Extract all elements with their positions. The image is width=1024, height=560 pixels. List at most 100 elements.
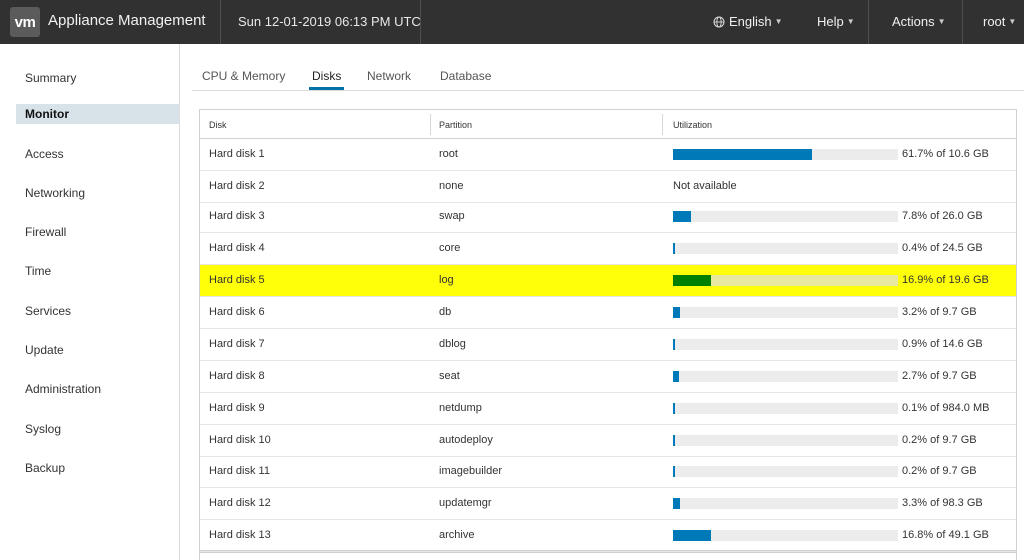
sidebar-item-time[interactable]: Time bbox=[25, 264, 52, 278]
disk-name: Hard disk 5 bbox=[209, 274, 265, 286]
actions-label: Actions bbox=[892, 14, 935, 29]
utilization-text: 0.2% of 9.7 GB bbox=[902, 465, 977, 477]
utilization-text: 0.9% of 14.6 GB bbox=[902, 338, 983, 350]
table-row[interactable]: Hard disk 3 swap 7.8% of 26.0 GB bbox=[200, 201, 1016, 233]
header-divider bbox=[420, 0, 421, 44]
disks-table: Disk Partition Utilization Hard disk 1 ro… bbox=[199, 109, 1017, 560]
sidebar-item-backup[interactable]: Backup bbox=[25, 461, 66, 475]
utilization-bar-fill bbox=[673, 275, 711, 286]
app-header: vm Appliance Management Sun 12-01-2019 0… bbox=[0, 0, 1024, 44]
table-row[interactable]: Hard disk 13 archive 16.8% of 49.1 GB bbox=[200, 520, 1016, 552]
help-label: Help bbox=[817, 14, 844, 29]
sidebar-item-services[interactable]: Services bbox=[25, 304, 72, 318]
chevron-down-icon: ▼ bbox=[937, 17, 946, 26]
table-row[interactable]: Hard disk 1 root 61.7% of 10.6 GB bbox=[200, 139, 1016, 171]
partition-name: core bbox=[439, 242, 461, 254]
chevron-down-icon: ▼ bbox=[774, 17, 783, 26]
sidebar-item-syslog[interactable]: Syslog bbox=[25, 422, 62, 436]
partition-name: dblog bbox=[439, 338, 466, 350]
tab-network[interactable]: Network bbox=[367, 69, 412, 83]
utilization-bar bbox=[673, 466, 898, 477]
disk-name: Hard disk 13 bbox=[209, 529, 271, 541]
sidebar-item-summary[interactable]: Summary bbox=[25, 71, 77, 85]
header-datetime: Sun 12-01-2019 06:13 PM UTC bbox=[238, 14, 421, 29]
utilization-text: 16.9% of 19.6 GB bbox=[902, 274, 989, 286]
utilization-bar bbox=[673, 435, 898, 446]
tab-database[interactable]: Database bbox=[440, 69, 492, 83]
utilization-bar-fill bbox=[673, 403, 675, 414]
utilization-bar-fill bbox=[673, 435, 675, 446]
utilization-text: 61.7% of 10.6 GB bbox=[902, 148, 989, 160]
column-header-utilization[interactable]: Utilization bbox=[673, 120, 713, 130]
tab-disks[interactable]: Disks bbox=[309, 69, 345, 90]
disk-name: Hard disk 3 bbox=[209, 210, 265, 222]
utilization-text: 3.2% of 9.7 GB bbox=[902, 306, 977, 318]
table-header: Disk Partition Utilization bbox=[200, 110, 1016, 139]
vm-logo: vm bbox=[10, 7, 40, 37]
table-row[interactable]: Hard disk 8 seat 2.7% of 9.7 GB bbox=[200, 361, 1016, 393]
partition-name: imagebuilder bbox=[439, 465, 502, 477]
table-row[interactable]: Hard disk 10 autodeploy 0.2% of 9.7 GB bbox=[200, 425, 1016, 457]
help-menu[interactable]: Help ▼ bbox=[817, 14, 855, 29]
utilization-bar bbox=[673, 211, 898, 222]
table-row[interactable]: Hard disk 2 none Not available bbox=[200, 171, 1016, 203]
partition-name: netdump bbox=[439, 402, 482, 414]
utilization-text: 16.8% of 49.1 GB bbox=[902, 529, 989, 541]
disk-name: Hard disk 10 bbox=[209, 434, 271, 446]
column-header-disk[interactable]: Disk bbox=[209, 120, 227, 130]
table-row[interactable]: Hard disk 11 imagebuilder 0.2% of 9.7 GB bbox=[200, 456, 1016, 488]
utilization-text: 3.3% of 98.3 GB bbox=[902, 497, 983, 509]
utilization-bar bbox=[673, 149, 898, 160]
utilization-bar bbox=[673, 307, 898, 318]
language-menu[interactable]: English ▼ bbox=[713, 14, 783, 29]
utilization-bar bbox=[673, 371, 898, 382]
partition-name: root bbox=[439, 148, 458, 160]
table-row[interactable]: Hard disk 7 dblog 0.9% of 14.6 GB bbox=[200, 329, 1016, 361]
sidebar-item-update[interactable]: Update bbox=[25, 343, 64, 357]
table-row[interactable]: Hard disk 9 netdump 0.1% of 984.0 MB bbox=[200, 393, 1016, 425]
user-menu[interactable]: root ▼ bbox=[983, 14, 1016, 29]
header-divider bbox=[220, 0, 221, 44]
column-separator[interactable] bbox=[662, 114, 663, 135]
utilization-bar-fill bbox=[673, 498, 680, 509]
sidebar-item-monitor[interactable]: Monitor bbox=[16, 104, 179, 124]
utilization-bar bbox=[673, 498, 898, 509]
utilization-bar-fill bbox=[673, 371, 679, 382]
utilization-bar-fill bbox=[673, 149, 812, 160]
table-row[interactable]: Hard disk 5 log 16.9% of 19.6 GB bbox=[200, 265, 1016, 297]
partition-name: seat bbox=[439, 370, 460, 382]
tab-cpu-memory[interactable]: CPU & Memory bbox=[202, 69, 286, 83]
actions-menu[interactable]: Actions ▼ bbox=[892, 14, 946, 29]
sidebar-item-access[interactable]: Access bbox=[25, 147, 64, 161]
partition-name: archive bbox=[439, 529, 475, 541]
partition-name: updatemgr bbox=[439, 497, 492, 509]
utilization-text: 0.2% of 9.7 GB bbox=[902, 434, 977, 446]
partition-name: log bbox=[439, 274, 454, 286]
sidebar-item-administration[interactable]: Administration bbox=[25, 382, 102, 396]
header-divider bbox=[962, 0, 963, 44]
chevron-down-icon: ▼ bbox=[1008, 17, 1017, 26]
utilization-text: 0.4% of 24.5 GB bbox=[902, 242, 983, 254]
partition-name: none bbox=[439, 180, 464, 192]
utilization-text: Not available bbox=[673, 180, 737, 192]
user-label: root bbox=[983, 14, 1006, 29]
partition-name: autodeploy bbox=[439, 434, 493, 446]
utilization-bar-fill bbox=[673, 243, 675, 254]
sidebar-item-firewall[interactable]: Firewall bbox=[25, 225, 67, 239]
column-header-partition[interactable]: Partition bbox=[439, 120, 473, 130]
table-row[interactable]: Hard disk 4 core 0.4% of 24.5 GB bbox=[200, 233, 1016, 265]
utilization-bar-fill bbox=[673, 466, 675, 477]
utilization-bar bbox=[673, 243, 898, 254]
utilization-bar-fill bbox=[673, 339, 675, 350]
table-row[interactable]: Hard disk 6 db 3.2% of 9.7 GB bbox=[200, 297, 1016, 329]
table-row[interactable]: Hard disk 12 updatemgr 3.3% of 98.3 GB bbox=[200, 488, 1016, 520]
sidebar-item-networking[interactable]: Networking bbox=[25, 186, 86, 200]
partition-name: db bbox=[439, 306, 452, 318]
utilization-text: 0.1% of 984.0 MB bbox=[902, 402, 990, 414]
utilization-bar bbox=[673, 530, 898, 541]
disk-name: Hard disk 9 bbox=[209, 402, 265, 414]
disk-name: Hard disk 1 bbox=[209, 148, 265, 160]
disk-name: Hard disk 2 bbox=[209, 180, 265, 192]
disk-name: Hard disk 6 bbox=[209, 306, 265, 318]
column-separator[interactable] bbox=[430, 114, 431, 135]
